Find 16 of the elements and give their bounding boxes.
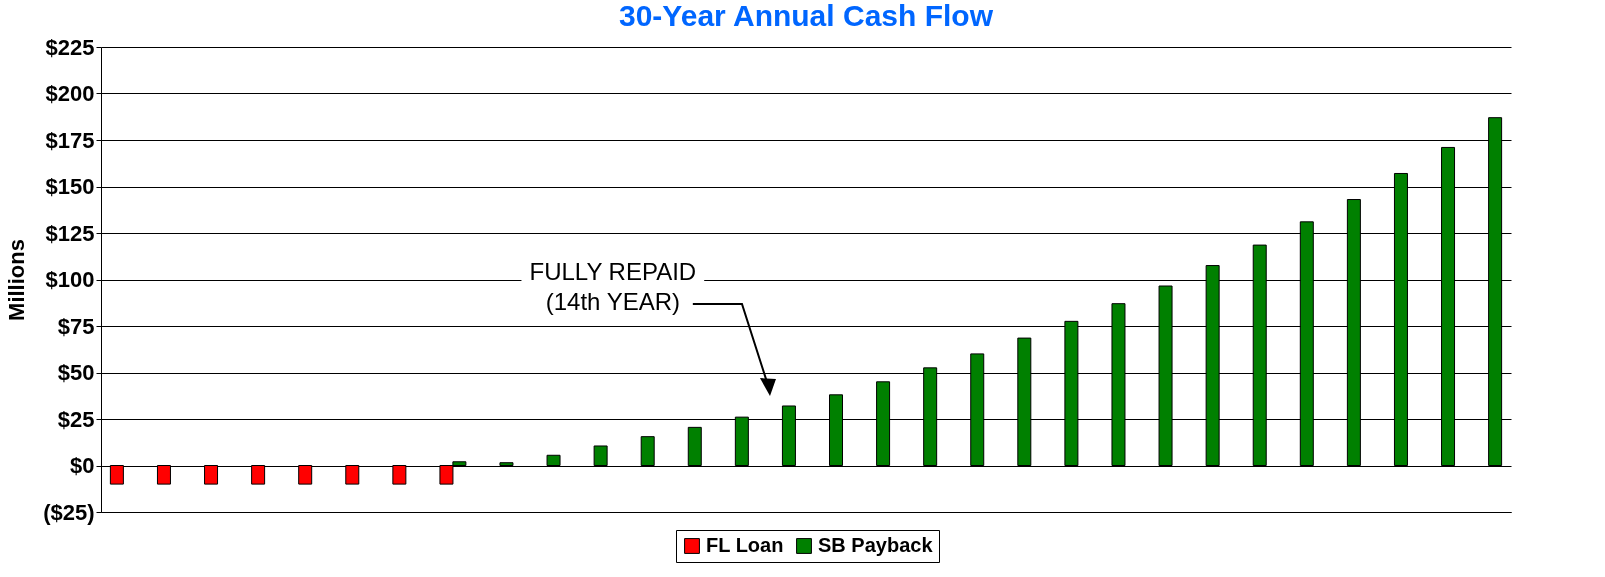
y-tick-label: $225 — [45, 34, 95, 60]
y-axis-title: Millions — [4, 239, 30, 321]
y-tick-label: $150 — [45, 174, 95, 199]
y-tick-label: $75 — [57, 313, 95, 339]
legend-label: FL Loan — [706, 534, 784, 556]
y-tick-label: $175 — [45, 127, 95, 153]
y-tick-label: $0 — [70, 453, 95, 478]
chart-title: 30-Year Annual Cash Flow — [619, 0, 994, 32]
y-tick-label: $25 — [57, 406, 95, 432]
annotation: FULLY REPAID (14th YEAR) — [529, 257, 697, 315]
y-tick-label: ($25) — [43, 499, 95, 525]
y-tick-label: $200 — [45, 81, 95, 106]
y-tick-label: $50 — [57, 360, 95, 385]
y-tick-label: $100 — [45, 267, 95, 292]
y-tick-label: $125 — [45, 220, 95, 246]
legend-label: SB Payback — [818, 534, 934, 556]
